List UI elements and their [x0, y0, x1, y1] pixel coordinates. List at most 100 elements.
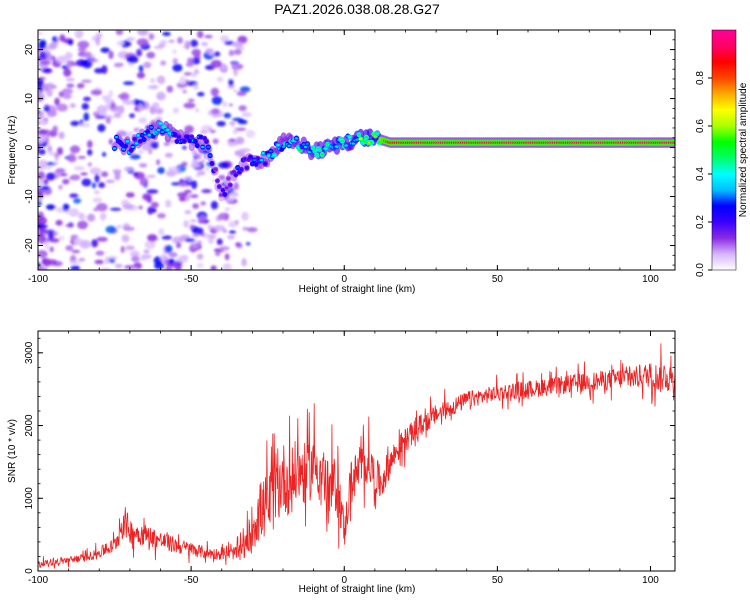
y-tick-label: -10 [24, 189, 35, 204]
spectrogram-noise-blob [98, 182, 106, 189]
ridge-core [221, 188, 225, 192]
spectrogram-noise-blob [38, 200, 42, 206]
spectrogram-noise-blob [97, 123, 106, 132]
spectrogram-noise-blob [221, 69, 228, 73]
spectrogram-noise-blob [172, 58, 178, 65]
spectrogram-noise-blob [200, 160, 205, 163]
spectrogram-noise-blob [62, 92, 72, 100]
spectrogram-noise-blob [136, 38, 149, 47]
spectrogram-noise-blob [47, 231, 54, 241]
spectrogram-noise-blob [189, 224, 195, 230]
spectrogram-noise-blob [213, 51, 221, 57]
spectrogram-noise-blob [115, 30, 124, 36]
spectrogram-noise-blob [230, 191, 239, 198]
spectrogram-noise-blob [94, 259, 104, 265]
spectrogram-noise-blob [210, 200, 219, 210]
spectrogram-noise-blob [114, 171, 121, 181]
ridge-core [217, 185, 222, 188]
spectrogram-noise-blob [189, 219, 197, 223]
spectrogram-noise-blob [138, 103, 144, 112]
spectrogram-noise-blob [148, 33, 155, 41]
spectrogram-noise-blob [65, 224, 74, 228]
snr-panel: -100 -50 0 50 100 0 1000 2000 3000 Height of st… [7, 330, 676, 595]
spectrogram-noise-blob [58, 184, 63, 190]
spectrogram-noise-blob [191, 48, 202, 57]
ridge-core [287, 144, 291, 147]
spectrogram-noise-blob [203, 155, 208, 159]
spectrogram-noise-blob [216, 121, 226, 127]
ridge-core [234, 173, 238, 177]
ridge-core [311, 146, 315, 149]
spectrogram-noise-blob [52, 125, 58, 133]
ridge-core [340, 139, 345, 143]
ridge-core [175, 140, 179, 143]
spectrogram-noise-blob [216, 76, 224, 83]
spectrogram-noise-blob [99, 212, 107, 220]
spectrogram-noise-blob [168, 251, 178, 258]
spectrogram-noise-blob [172, 63, 183, 72]
spectrogram-noise-blob [65, 77, 75, 82]
spectrogram-noise-blob [100, 267, 111, 270]
spectrogram-noise-blob [160, 39, 167, 45]
spectrogram-noise-blob [120, 246, 125, 253]
spectrogram-noise-blob [79, 123, 91, 128]
spectrogram-noise-blob [70, 265, 81, 270]
spectrogram-noise-blob [246, 227, 258, 233]
spectrogram-noise-blob [228, 230, 236, 234]
spectrogram-noise-blob [80, 172, 88, 176]
ridge-core [121, 148, 126, 151]
spectrogram-noise-blob [222, 263, 232, 270]
spectrogram-noise-blob [86, 213, 96, 222]
spectrogram-noise-blob [54, 97, 60, 106]
spectrogram-noise-blob [231, 62, 238, 71]
spectrogram-noise-blob [123, 167, 135, 171]
spectrogram-noise-blob [131, 256, 140, 263]
spectrogram-noise-blob [105, 225, 117, 234]
spectrogram-noise-blob [207, 224, 213, 230]
spectrogram-noise-blob [162, 31, 171, 36]
spectrogram-noise-blob [218, 212, 230, 221]
spectrogram-noise-blob [235, 220, 239, 225]
ridge-core [248, 155, 253, 159]
spectrogram-noise-blob [163, 141, 170, 146]
spectrogram-noise-blob [56, 147, 64, 156]
spectrogram-noise-blob [129, 250, 140, 258]
spectrogram-noise-blob [93, 190, 100, 195]
spectrogram-noise-blob [129, 153, 141, 160]
ridge-core [259, 158, 264, 162]
spectrogram-noise-blob [222, 101, 227, 108]
spectrogram-noise-blob [110, 101, 116, 109]
spectrogram-noise-blob [38, 216, 48, 226]
spectrogram-noise-blob [160, 253, 168, 262]
spectrogram-noise-blob [150, 78, 155, 83]
spectrogram-noise-blob [90, 89, 103, 96]
ridge-core [188, 139, 192, 142]
colorbar-tick-label: 0.2 [695, 215, 706, 229]
spectrogram-noise-blob [245, 242, 251, 246]
spectrogram-noise-blob [174, 263, 182, 270]
spectrogram-noise-blob [228, 49, 235, 57]
spectrogram-noise-blob [187, 57, 195, 64]
ridge-core [200, 145, 205, 149]
spectrogram-noise-blob [70, 120, 80, 127]
spectrogram-noise-blob [122, 203, 134, 210]
spectrogram-noise-blob [59, 34, 66, 42]
spectrogram-noise-blob [211, 96, 223, 105]
y-tick-label: 2000 [24, 414, 35, 437]
spectrogram-noise-blob [113, 112, 122, 119]
spectrogram-noise-blob [62, 88, 74, 95]
ridge-core [347, 135, 352, 139]
spectrogram-noise-blob [56, 103, 68, 112]
spectrogram-noise-blob [178, 196, 186, 202]
spectrogram-noise-blob [176, 83, 188, 87]
spectrogram-noise-blob [157, 167, 165, 174]
snr-x-label: Height of straight line (km) [299, 584, 416, 595]
y-tick-label: 10 [24, 93, 35, 105]
spectrogram-noise-blob [38, 110, 41, 114]
spectrogram-noise-blob [146, 174, 156, 178]
spectrogram-noise-blob [87, 149, 93, 156]
spectrogram-noise-blob [197, 91, 205, 97]
spectrogram-noise-blob [204, 34, 213, 39]
spectrogram-noise-blob [208, 127, 212, 131]
spectrogram-noise-blob [87, 162, 92, 167]
